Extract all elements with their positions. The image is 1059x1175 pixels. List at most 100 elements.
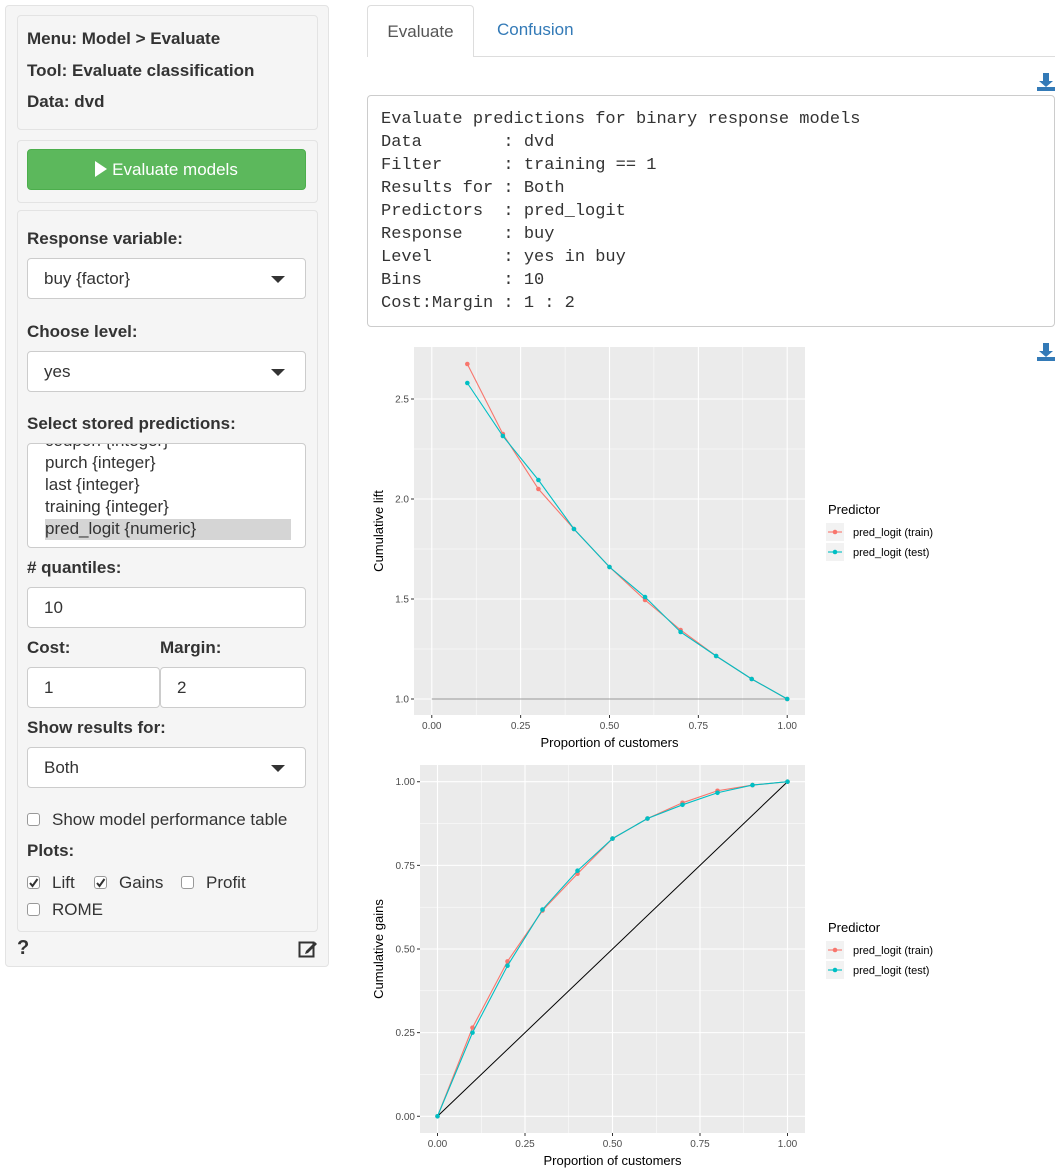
x-tick-label: 0.00 — [422, 721, 442, 732]
checkbox[interactable] — [181, 876, 194, 889]
y-tick-label: 0.50 — [396, 945, 416, 956]
gains-chart: 0.00 0.25 0.50 0.75 1.00 0.00 0.25 0.50 0.75 1.00… — [371, 765, 933, 1168]
info-line: Menu: Model > Evaluate — [27, 29, 221, 48]
label: Response variable: — [27, 229, 183, 248]
data-point — [470, 1025, 475, 1030]
input-value: 2 — [177, 678, 187, 697]
data-point — [470, 1030, 475, 1035]
data-point — [465, 361, 470, 367]
data-point — [678, 629, 683, 635]
checkbox[interactable] — [94, 876, 107, 889]
data-point — [540, 907, 545, 912]
data-point — [536, 486, 541, 492]
legend-key-point — [832, 967, 838, 973]
x-tick-label: 1.00 — [778, 1139, 798, 1150]
x-tick-label: 0.75 — [690, 1139, 710, 1150]
check-mark — [96, 878, 106, 888]
data-point — [500, 433, 506, 439]
label: # quantiles: — [27, 558, 122, 577]
button-label: Evaluate models — [112, 160, 238, 179]
summary-text: Evaluate predictions for binary response… — [381, 108, 1041, 315]
check-mark — [29, 878, 39, 888]
data-point — [749, 676, 754, 682]
x-tick-label: 0.00 — [428, 1139, 448, 1150]
checkbox-label: Profit — [206, 873, 246, 892]
reference-line — [437, 781, 788, 1117]
data-point — [715, 790, 720, 796]
data-point — [713, 653, 719, 659]
download-icon[interactable] — [1036, 72, 1056, 92]
tab-active[interactable]: Evaluate — [367, 5, 474, 57]
summary-line: Data : dvd — [381, 133, 555, 152]
legend-key-point — [832, 529, 838, 535]
quantiles-input[interactable]: 10 — [27, 587, 306, 628]
label: Show results for: — [27, 718, 166, 737]
list-option[interactable]: pred_logit {numeric} — [45, 519, 197, 538]
legend-title: Predictor — [828, 502, 881, 517]
y-tick-label: 0.25 — [396, 1028, 416, 1039]
download-icon[interactable] — [1036, 342, 1056, 362]
y-tick-label: 2.0 — [395, 495, 409, 506]
y-tick-label: 1.5 — [395, 595, 409, 606]
data-point — [750, 782, 755, 788]
y-tick-label: 0.75 — [396, 861, 416, 872]
input-value: 10 — [44, 598, 63, 617]
series-line — [466, 382, 788, 700]
y-tick-label: 1.0 — [395, 695, 409, 706]
data-point — [645, 816, 650, 821]
info-line: Tool: Evaluate classification — [27, 61, 255, 80]
select-value: Both — [44, 758, 79, 777]
summary-line: Evaluate predictions for binary response… — [381, 110, 861, 129]
summary-line: Filter : training == 1 — [381, 156, 657, 175]
summary-line: Predictors : pred_logit — [381, 202, 626, 221]
tab-border — [367, 56, 1055, 57]
margin-input[interactable]: 2 — [160, 667, 306, 708]
x-tick-label: 0.25 — [515, 1139, 535, 1150]
data-point — [680, 802, 685, 808]
checkbox[interactable] — [27, 813, 40, 826]
checkbox[interactable] — [27, 903, 40, 916]
level-select[interactable]: yes — [27, 351, 306, 392]
predictions-list[interactable]: coupon {integer}purch {integer} last {int… — [27, 443, 306, 548]
help-icon[interactable]: ? — [17, 937, 30, 959]
x-tick-label: 0.50 — [603, 1139, 623, 1150]
tab[interactable]: Confusion — [497, 20, 574, 39]
data-point — [505, 963, 510, 969]
evaluate-button[interactable]: Evaluate models — [27, 149, 306, 190]
summary-line: Level : yes in buy — [381, 248, 626, 267]
summary-line: Response : buy — [381, 225, 555, 244]
x-axis-label: Proportion of customers — [540, 735, 679, 750]
data-point — [465, 380, 470, 386]
lift-chart: 0.00 0.25 0.50 0.75 1.00 1.0 1.5 2.0 2.5 Proporti… — [371, 347, 933, 750]
info-well — [17, 15, 318, 130]
checkbox[interactable] — [27, 876, 40, 889]
options-well — [17, 210, 318, 932]
x-tick-label: 0.50 — [600, 721, 620, 732]
edit-icon[interactable] — [298, 939, 318, 959]
legend-key-point — [832, 549, 838, 555]
label: Cost: — [27, 638, 71, 657]
show-for-select[interactable]: Both — [27, 747, 306, 788]
legend-title: Predictor — [828, 920, 881, 935]
list-option[interactable]: training {integer} — [45, 497, 169, 516]
x-axis-label: Proportion of customers — [543, 1153, 682, 1168]
list-option[interactable]: purch {integer} — [45, 453, 156, 472]
response-select[interactable]: buy {factor} — [27, 258, 306, 299]
legend-label: pred_logit (train) — [853, 945, 933, 957]
list-option[interactable]: coupon {integer} — [45, 444, 169, 452]
legend-label: pred_logit (test) — [853, 547, 929, 559]
legend-key-point — [832, 947, 838, 953]
cost-input[interactable]: 1 — [27, 667, 160, 708]
data-point — [784, 696, 790, 702]
checkbox-label: Lift — [52, 873, 75, 892]
y-axis-label: Cumulative gains — [371, 899, 386, 999]
y-axis-label: Cumulative lift — [371, 490, 386, 572]
summary-box: Evaluate predictions for binary response… — [367, 95, 1055, 327]
y-tick-label: 2.5 — [395, 395, 409, 406]
data-point — [536, 477, 541, 483]
list-option[interactable]: last {integer} — [45, 475, 140, 494]
y-tick-label: 0.00 — [396, 1112, 416, 1123]
label: Plots: — [27, 841, 75, 860]
input-value: 1 — [44, 678, 54, 697]
